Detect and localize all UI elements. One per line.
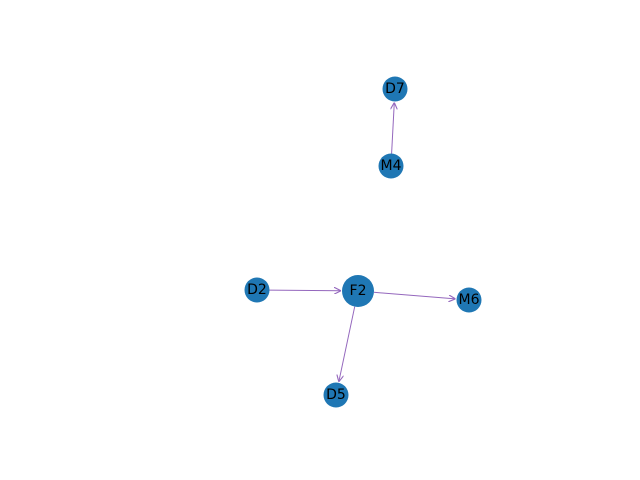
node-f2: F2	[342, 275, 374, 307]
node-circle-m4	[378, 153, 404, 179]
node-circle-d5	[323, 382, 349, 408]
node-circle-m6	[456, 287, 482, 313]
node-circle-d7	[382, 76, 408, 102]
node-m4: M4	[378, 153, 404, 179]
node-d7: D7	[382, 76, 408, 102]
node-label-m4: M4	[381, 158, 402, 174]
edge-d2-to-f2	[269, 290, 342, 291]
node-label-d5: D5	[326, 387, 346, 403]
node-circle-d2	[244, 277, 270, 303]
node-label-m6: M6	[459, 292, 480, 308]
node-label-f2: F2	[350, 283, 367, 299]
node-label-d7: D7	[385, 81, 405, 97]
node-d2: D2	[244, 277, 270, 303]
node-d5: D5	[323, 382, 349, 408]
node-label-d2: D2	[247, 282, 267, 298]
edges-layer	[269, 103, 456, 382]
node-circle-f2	[342, 275, 374, 307]
node-m6: M6	[456, 287, 482, 313]
nodes-layer: F2 D2 M6 D5 M4 D7	[244, 76, 482, 408]
edge-m4-to-d7	[392, 103, 395, 154]
edge-f2-to-d5	[339, 306, 356, 382]
edge-f2-to-m6	[373, 291, 456, 299]
